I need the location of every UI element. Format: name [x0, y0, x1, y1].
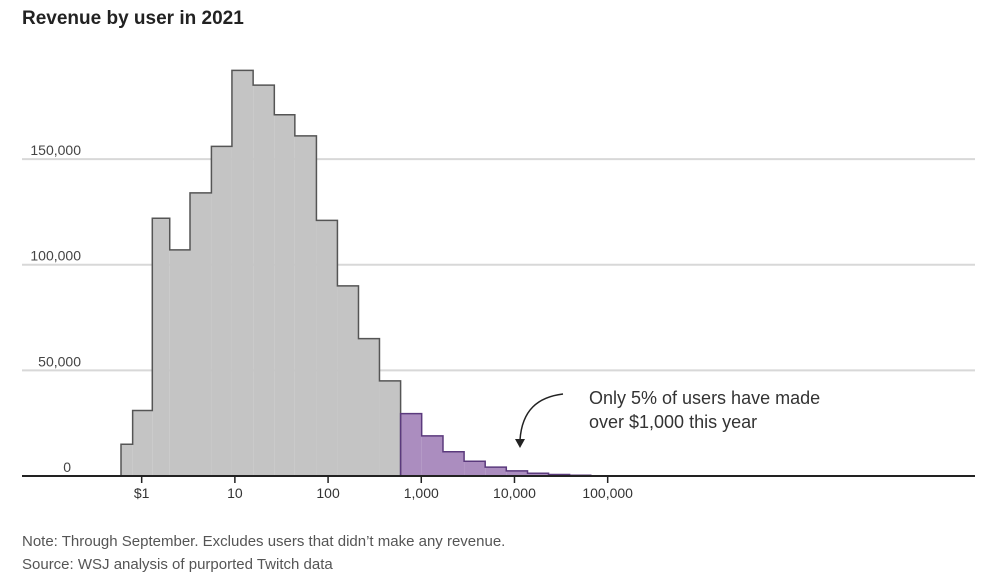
- chart-title: Revenue by user in 2021: [22, 8, 244, 29]
- bar: [316, 220, 338, 476]
- bars-layer: [121, 70, 591, 477]
- annotation-line-2: over $1,000 this year: [589, 412, 758, 432]
- bar-highlighted: [464, 461, 486, 476]
- bar: [274, 114, 295, 476]
- bar: [358, 338, 380, 476]
- y-tick-label: 100,000: [30, 248, 81, 264]
- bar: [152, 218, 170, 476]
- bar-highlighted: [506, 470, 528, 476]
- bar: [121, 444, 133, 476]
- footnote: Note: Through September. Excludes users …: [22, 533, 506, 550]
- bar-highlighted: [527, 473, 549, 476]
- annotation-arrow-line: [519, 393, 564, 441]
- y-tick-label: 0: [63, 459, 71, 475]
- bar-highlighted: [400, 413, 422, 476]
- bar: [211, 146, 232, 476]
- bar-highlighted: [421, 435, 443, 476]
- annotation-arrow-layer: [515, 393, 564, 448]
- y-tick-labels: 0 50,000 100,000 150,000: [30, 142, 81, 475]
- source-note: Source: WSJ analysis of purported Twitch…: [22, 556, 333, 573]
- x-tick-label: 100: [316, 485, 340, 501]
- revenue-histogram: 0 50,000 100,000 150,000 $1 10 100 1,000 10,000…: [22, 69, 975, 501]
- bar: [169, 249, 191, 476]
- bar-highlighted: [442, 451, 465, 476]
- outline-layer: [120, 69, 592, 477]
- annotation-line-1: Only 5% of users have made: [589, 388, 821, 408]
- bar: [132, 410, 153, 476]
- annotation-arrowhead: [515, 439, 525, 448]
- bar: [231, 70, 254, 476]
- bar: [190, 192, 212, 476]
- bar-highlighted: [485, 467, 507, 476]
- x-tick-label: $1: [134, 485, 150, 501]
- bar: [253, 85, 275, 476]
- y-tick-label: 150,000: [30, 142, 81, 158]
- bar: [379, 380, 401, 476]
- x-tick-label: 10: [227, 485, 243, 501]
- x-tick-label: 10,000: [493, 485, 536, 501]
- x-axis: $1 10 100 1,000 10,000 100,000: [22, 475, 975, 501]
- y-tick-label: 50,000: [38, 353, 81, 369]
- histogram-outline: [120, 69, 402, 476]
- x-tick-label: 1,000: [404, 485, 439, 501]
- x-tick-label: 100,000: [582, 485, 633, 501]
- histogram-outline-highlighted: [399, 412, 592, 477]
- bar: [337, 285, 359, 476]
- annotation-text: Only 5% of users have made over $1,000 t…: [589, 386, 820, 434]
- bar: [294, 135, 317, 477]
